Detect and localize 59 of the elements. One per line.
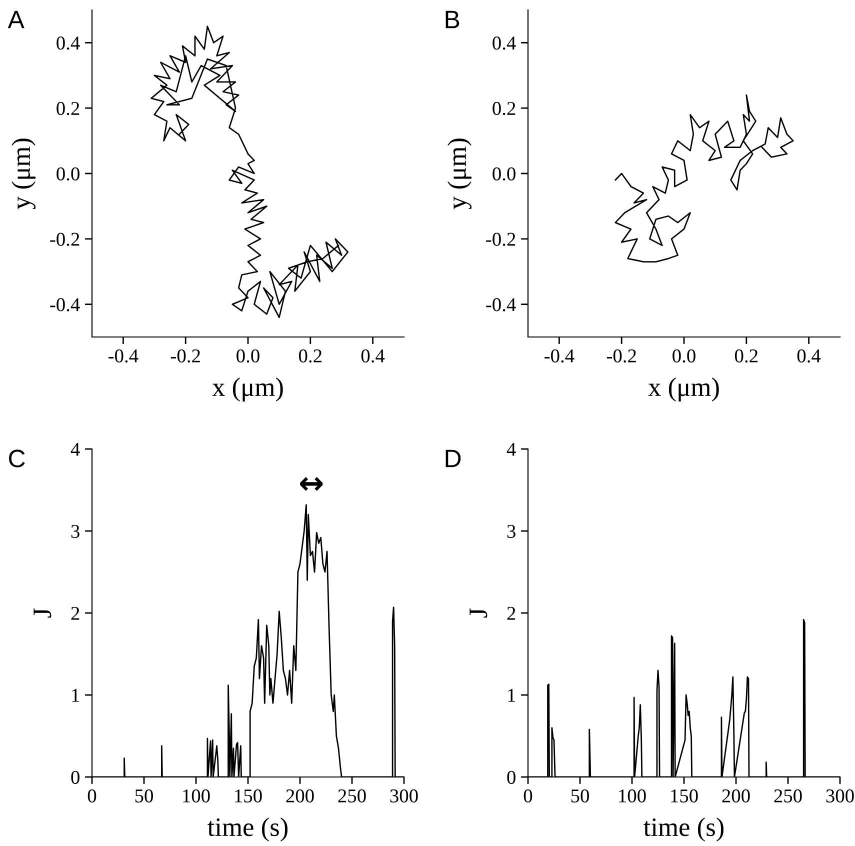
y-axis-title: J [34, 608, 52, 618]
chart-title: C [9, 450, 25, 468]
x-tick-label: 0 [524, 789, 532, 802]
x-tick-label: -0.2 [606, 349, 636, 363]
y-tick-label: 0.4 [56, 36, 80, 50]
x-axis-title: time (s) [644, 818, 724, 842]
y-tick-label: 2 [71, 606, 80, 620]
x-tick-label: 100 [619, 789, 646, 802]
x-tick-label: 0 [88, 789, 96, 802]
y-tick-label: 4 [506, 442, 516, 456]
x-axis-title: time (s) [208, 818, 288, 842]
y-axis-title: J [470, 608, 488, 618]
y-tick-label: 1 [508, 688, 516, 702]
x-tick-label: 0.2 [298, 349, 322, 363]
x-tick-label: 0.2 [734, 349, 758, 363]
x-axis-title: x (μm) [648, 378, 719, 402]
x-tick-label: 200 [722, 789, 750, 802]
y-tick-label: 0.0 [492, 167, 516, 181]
x-tick-label: 150 [235, 789, 262, 802]
y-tick-label: 0.0 [56, 167, 80, 181]
x-tick-label: 50 [571, 789, 589, 802]
x-tick-label: 250 [338, 789, 366, 802]
x-tick-label: -0.4 [108, 349, 138, 363]
x-tick-label: 300 [826, 789, 854, 802]
x-tick-label: -0.2 [170, 349, 200, 363]
y-tick-label: 3 [71, 524, 80, 538]
x-tick-label: -0.4 [544, 349, 574, 363]
y-tick-label: -0.4 [486, 298, 516, 312]
y-tick-label: 0.2 [56, 102, 80, 116]
y-axis-title: y (μm) [448, 138, 472, 210]
y-tick-label: 4 [70, 442, 80, 456]
y-tick-label: 0.2 [492, 102, 516, 116]
y-axis-title: y (μm) [12, 138, 36, 210]
y-tick-label: -0.2 [50, 232, 80, 246]
y-tick-label: 0 [71, 770, 80, 784]
chart-title: D [446, 450, 461, 468]
x-tick-label: 250 [774, 789, 802, 802]
x-tick-label: 200 [286, 789, 314, 802]
line-series [614, 94, 794, 262]
chart-title: A [8, 10, 24, 28]
x-tick-label: 0.0 [236, 349, 260, 363]
y-tick-label: -0.4 [50, 298, 80, 312]
y-tick-label: 3 [507, 524, 516, 538]
y-tick-label: 0 [507, 770, 516, 784]
x-tick-label: 100 [183, 789, 210, 802]
x-tick-label: 50 [135, 789, 153, 802]
y-tick-label: 1 [72, 688, 80, 702]
chart-title: B [446, 10, 460, 28]
x-tick-label: 0.4 [361, 349, 385, 363]
line-series [150, 26, 349, 318]
y-tick-label: 0.4 [492, 36, 516, 50]
y-tick-label: 2 [507, 606, 516, 620]
x-tick-label: 0.4 [797, 349, 821, 363]
x-tick-label: 150 [671, 789, 698, 802]
x-tick-label: 300 [390, 789, 418, 802]
x-tick-label: 0.0 [672, 349, 696, 363]
annotation: ↔ [300, 477, 323, 491]
x-axis-title: x (μm) [212, 378, 283, 402]
y-tick-label: -0.2 [486, 232, 516, 246]
